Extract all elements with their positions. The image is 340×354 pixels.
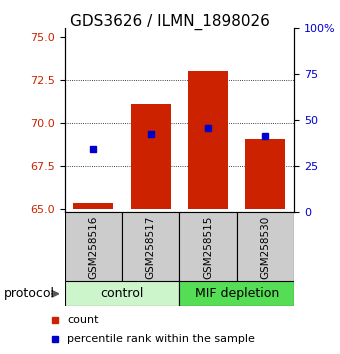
Bar <box>180 212 237 281</box>
Bar <box>131 104 171 209</box>
Bar <box>65 281 180 306</box>
Text: GSM258516: GSM258516 <box>88 215 98 279</box>
Text: GSM258530: GSM258530 <box>260 215 270 279</box>
Text: count: count <box>67 315 99 325</box>
Text: GSM258517: GSM258517 <box>146 215 156 279</box>
Bar <box>237 212 294 281</box>
Bar <box>180 281 294 306</box>
Text: GSM258515: GSM258515 <box>203 215 213 279</box>
Bar <box>65 212 122 281</box>
Text: GDS3626 / ILMN_1898026: GDS3626 / ILMN_1898026 <box>70 14 270 30</box>
Text: percentile rank within the sample: percentile rank within the sample <box>67 333 255 344</box>
Bar <box>245 139 286 209</box>
Bar <box>122 212 180 281</box>
Bar <box>73 203 113 209</box>
Text: control: control <box>100 287 144 300</box>
Text: MIF depletion: MIF depletion <box>194 287 279 300</box>
Text: protocol: protocol <box>3 287 54 300</box>
Bar <box>188 71 228 209</box>
